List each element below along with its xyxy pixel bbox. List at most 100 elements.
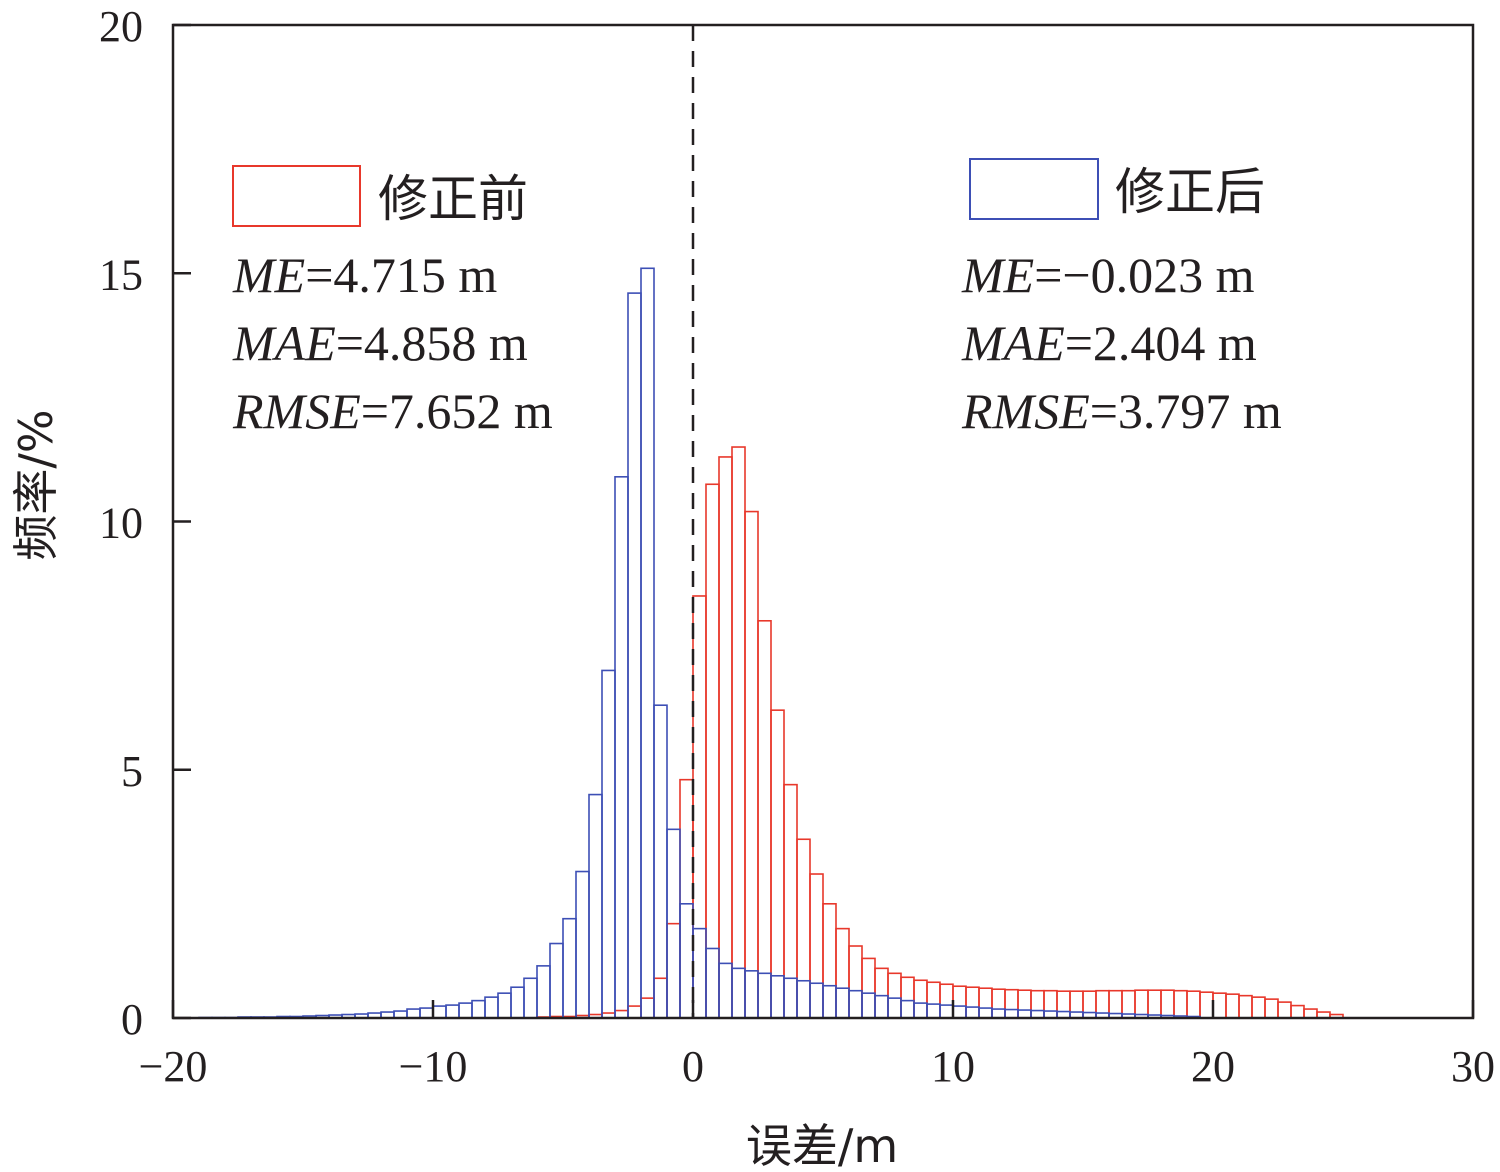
bar-before — [1095, 989, 1110, 1019]
legend-swatch-after — [969, 158, 1099, 220]
stat-mae-after: MAE=2.404 m — [961, 315, 1257, 371]
bar-after — [419, 1007, 434, 1019]
bar-before — [744, 510, 759, 1019]
bar-after — [991, 1008, 1006, 1019]
bar-before — [900, 976, 915, 1019]
bar-before — [1160, 989, 1175, 1019]
y-tick-label: 0 — [121, 995, 143, 1044]
bar-after — [965, 1006, 980, 1019]
bar-before — [1277, 1001, 1292, 1019]
bar-after — [627, 292, 642, 1019]
bar-after — [1004, 1008, 1019, 1019]
bar-after — [952, 1005, 967, 1019]
y-tick-label: 5 — [121, 747, 143, 796]
bar-before — [822, 903, 837, 1019]
bar-after — [471, 999, 486, 1019]
bar-after — [536, 965, 551, 1019]
bar-after — [718, 962, 733, 1019]
bar-before — [1264, 998, 1279, 1019]
bar-before — [978, 987, 993, 1019]
legend-after: 修正后 ME=−0.023 m MAE=2.404 m RMSE=3.797 m — [961, 158, 1282, 439]
bar-after — [614, 476, 629, 1019]
bar-before — [809, 873, 824, 1019]
bar-before — [952, 985, 967, 1019]
bar-before — [757, 619, 772, 1019]
x-tick-label: 10 — [931, 1042, 975, 1091]
bar-after — [783, 977, 798, 1019]
bar-before — [1043, 989, 1058, 1019]
bar-after — [588, 793, 603, 1019]
bar-after — [731, 967, 746, 1019]
bar-before — [874, 967, 889, 1019]
bar-after — [861, 992, 876, 1019]
bar-before — [1069, 990, 1084, 1019]
bar-after — [575, 870, 590, 1019]
bar-before — [1303, 1008, 1318, 1019]
bar-before — [1199, 991, 1214, 1019]
legend-swatch-before — [232, 165, 361, 227]
x-axis-title: 误差/m — [746, 1119, 898, 1172]
legend-label-before: 修正前 — [378, 170, 528, 228]
bar-after — [744, 970, 759, 1019]
bar-before — [1251, 996, 1266, 1019]
bar-after — [978, 1007, 993, 1019]
bar-after — [757, 972, 772, 1019]
bar-after — [484, 996, 499, 1019]
bar-before — [666, 922, 681, 1019]
bar-after — [809, 982, 824, 1019]
bar-before — [1030, 989, 1045, 1019]
bar-before — [679, 778, 694, 1019]
y-axis-title: 频率/% — [9, 409, 63, 560]
bar-before — [1082, 990, 1097, 1019]
bar-before — [796, 838, 811, 1019]
x-tick-label: −20 — [139, 1042, 208, 1091]
bar-after — [601, 669, 616, 1019]
bar-after — [692, 927, 707, 1019]
bar-before — [1147, 989, 1162, 1019]
bar-after — [913, 1002, 928, 1019]
x-tick-label: 0 — [682, 1042, 704, 1091]
bar-before — [627, 1005, 642, 1019]
bar-before — [913, 979, 928, 1019]
stat-mae-before: MAE=4.858 m — [232, 315, 528, 371]
x-tick-label: 30 — [1451, 1042, 1495, 1091]
bar-after — [432, 1005, 447, 1019]
bar-before — [1225, 993, 1240, 1019]
bar-before — [887, 972, 902, 1019]
bar-before — [1004, 988, 1019, 1019]
stat-me-after: ME=−0.023 m — [961, 247, 1255, 303]
bar-before — [835, 927, 850, 1019]
bar-before — [718, 456, 733, 1019]
bar-before — [1238, 994, 1253, 1019]
bar-before — [653, 977, 668, 1019]
bar-before — [1056, 990, 1071, 1019]
bar-before — [640, 997, 655, 1019]
x-tick-label: −10 — [399, 1042, 468, 1091]
bar-after — [497, 992, 512, 1019]
bar-before — [1290, 1004, 1305, 1019]
bar-after — [887, 997, 902, 1019]
bar-after — [822, 984, 837, 1019]
bar-after — [406, 1008, 421, 1019]
bar-after — [796, 979, 811, 1019]
bar-after — [926, 1003, 941, 1019]
bar-before — [861, 957, 876, 1019]
y-tick-label: 10 — [99, 499, 143, 548]
y-axis: 0 5 10 15 20 — [99, 2, 191, 1044]
bar-before — [1186, 990, 1201, 1019]
bar-before — [991, 988, 1006, 1019]
legend-before: 修正前 ME=4.715 m MAE=4.858 m RMSE=7.652 m — [232, 165, 553, 439]
bar-after — [848, 989, 863, 1019]
series-after-bars — [198, 267, 1201, 1019]
y-tick-label: 20 — [99, 2, 143, 51]
bar-before — [692, 595, 707, 1019]
x-tick-label: 20 — [1191, 1042, 1235, 1091]
bar-before — [1212, 992, 1227, 1019]
bar-after — [549, 942, 564, 1019]
bar-after — [939, 1004, 954, 1019]
bar-before — [1017, 989, 1032, 1019]
bar-before — [926, 981, 941, 1019]
stat-me-before: ME=4.715 m — [232, 247, 497, 303]
bar-before — [731, 446, 746, 1019]
